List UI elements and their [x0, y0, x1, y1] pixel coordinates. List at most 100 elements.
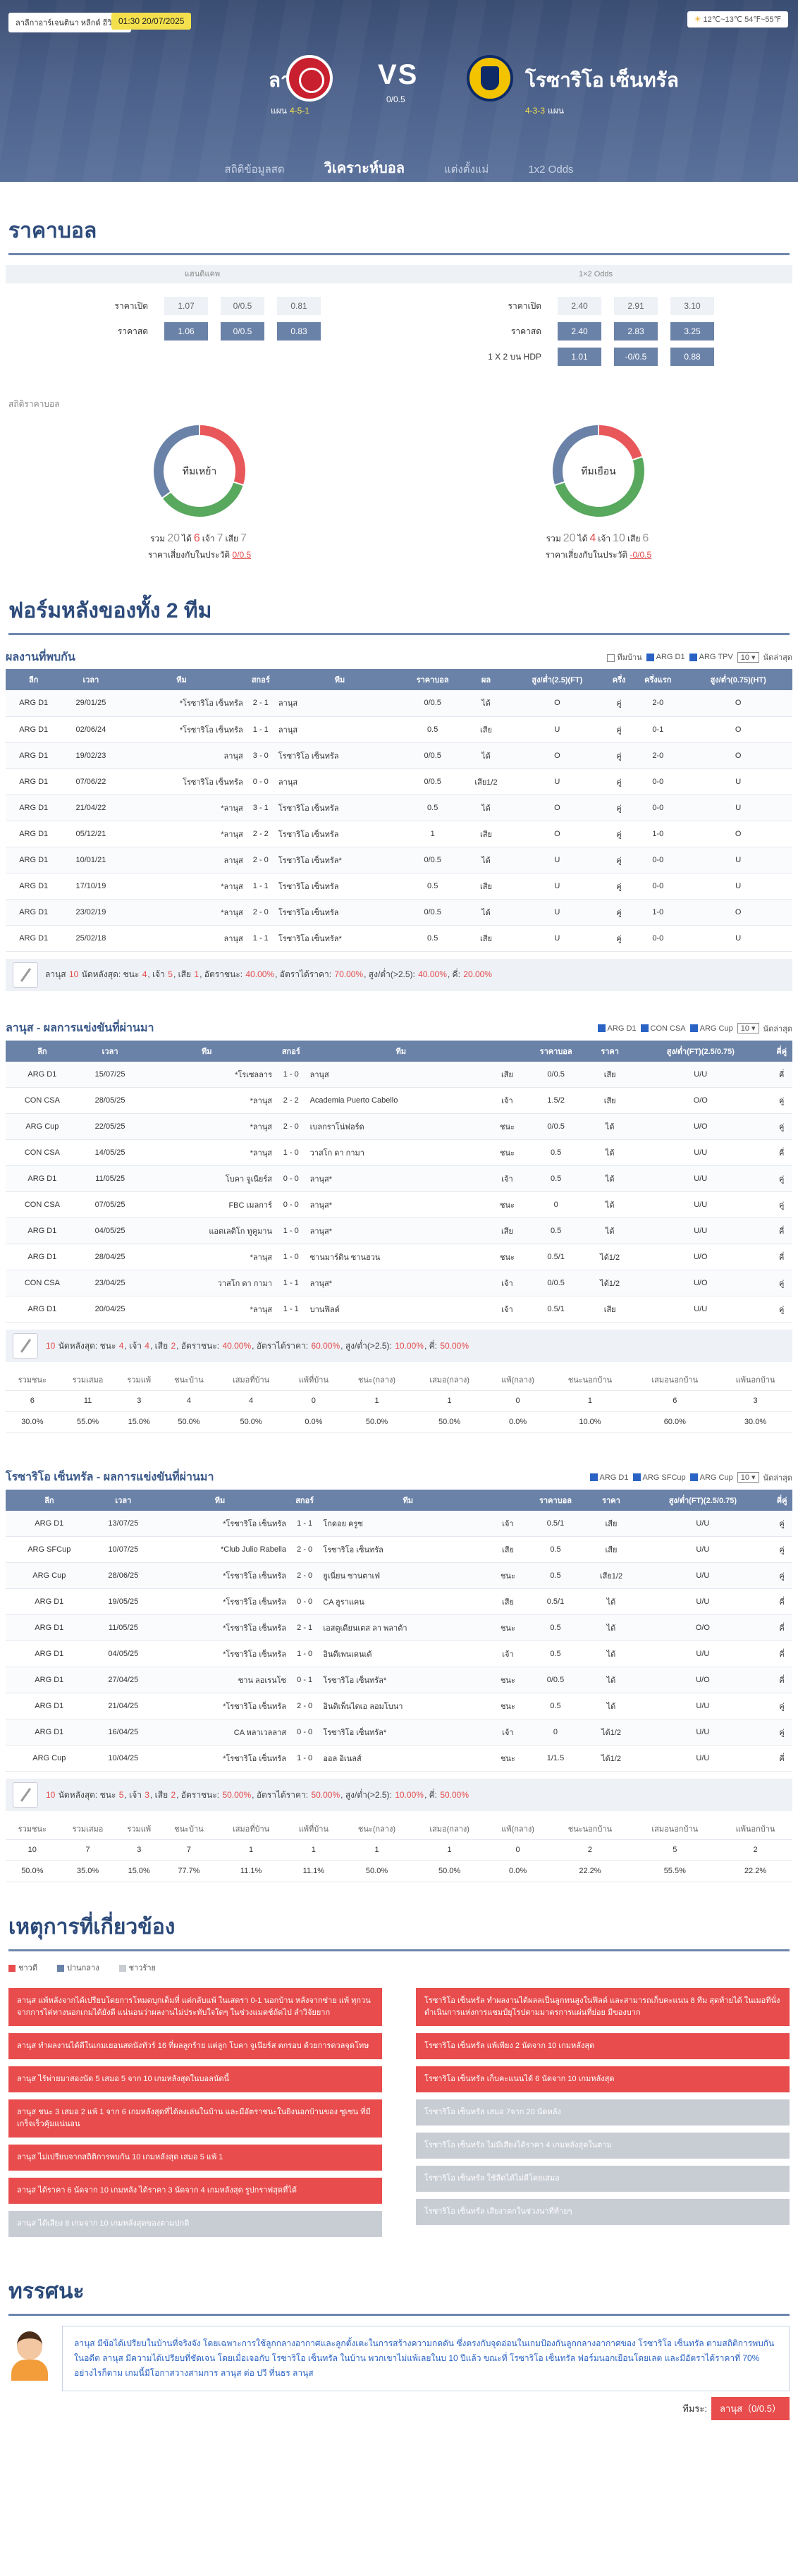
away-team-cell[interactable]: ยูเนี่ยน ซานตาเฟ่	[323, 1562, 493, 1589]
odds-value[interactable]: 1.06	[164, 322, 208, 341]
away-team-cell[interactable]: โรซาริโอ เซ็นทรัล	[323, 1536, 493, 1563]
home-team-cell[interactable]: *โรซาริโอ เซ็นทรัล	[154, 1693, 286, 1719]
home-team-cell[interactable]: CA หลาเวลลาส	[154, 1719, 286, 1746]
away-team-cell[interactable]: ลานุส	[278, 768, 402, 795]
match-count-select[interactable]: 10 ▾	[737, 651, 759, 663]
checkbox-icon[interactable]	[607, 654, 615, 662]
away-team-cell[interactable]: โรซาริโอ เซ็นทรัล*	[278, 847, 402, 873]
donut-note-link[interactable]: -0/0.5	[630, 550, 652, 560]
away-team-cell[interactable]: ซานมาร์ติน ซานฮวน	[309, 1244, 492, 1270]
score-cell[interactable]: 1 - 1	[272, 1270, 310, 1296]
checkbox-icon[interactable]	[689, 1024, 698, 1033]
away-team-cell[interactable]: โรซาริโอ เซ็นทรัล*	[323, 1719, 493, 1746]
filter-checkbox[interactable]: ARG TPV	[689, 653, 733, 661]
score-cell[interactable]: 1 - 1	[286, 1510, 324, 1537]
home-team-cell[interactable]: *ลานุส	[120, 899, 243, 926]
score-cell[interactable]: 1 - 1	[243, 873, 278, 900]
odds-value[interactable]: 2.40	[558, 297, 601, 315]
home-team-cell[interactable]: *ลานุส	[141, 1244, 272, 1270]
score-cell[interactable]: 0 - 1	[286, 1667, 324, 1693]
score-cell[interactable]: 1 - 0	[272, 1061, 310, 1088]
home-team-cell[interactable]: ลานุส	[120, 847, 243, 873]
score-cell[interactable]: 2 - 0	[286, 1562, 324, 1589]
score-cell[interactable]: 3 - 0	[243, 742, 278, 769]
home-team-cell[interactable]: *ลานุส	[141, 1296, 272, 1323]
filter-checkbox[interactable]: CON CSA	[640, 1024, 686, 1033]
away-team-cell[interactable]: อินดีเพนเดนเต้	[323, 1640, 493, 1667]
score-cell[interactable]: 2 - 0	[272, 1113, 310, 1140]
donut-note-link[interactable]: 0/0.5	[232, 550, 252, 560]
score-cell[interactable]: 0 - 0	[272, 1191, 310, 1218]
away-team-cell[interactable]: โกดอย ครูซ	[323, 1510, 493, 1537]
home-team-cell[interactable]: *โรซาริโอ เซ็นทรัล	[120, 690, 243, 717]
home-team-cell[interactable]: *โรซาริโอ เซ็นทรัล	[154, 1510, 286, 1537]
away-team-cell[interactable]: โรซาริโอ เซ็นทรัล*	[278, 925, 402, 952]
checkbox-icon[interactable]	[689, 1473, 698, 1482]
odds-value[interactable]: 3.25	[670, 322, 714, 341]
checkbox-icon[interactable]	[689, 653, 697, 661]
away-team-cell[interactable]: Academia Puerto Cabello	[309, 1087, 492, 1114]
tab-2[interactable]: แต่งตั้งแม่	[443, 164, 489, 176]
filter-checkbox[interactable]: ARG D1	[597, 1024, 637, 1033]
checkbox-icon[interactable]	[597, 1024, 606, 1033]
home-team-cell[interactable]: โบคา จูเนียร์ส	[141, 1165, 272, 1192]
home-team-cell[interactable]: FBC เมลการ์	[141, 1191, 272, 1218]
away-team-cell[interactable]: ลานุส	[309, 1061, 492, 1088]
away-team-cell[interactable]: ลานุส*	[309, 1191, 492, 1218]
tab-3[interactable]: 1x2 Odds	[528, 164, 574, 176]
score-cell[interactable]: 2 - 1	[286, 1614, 324, 1641]
score-cell[interactable]: 2 - 1	[243, 690, 278, 717]
away-team-cell[interactable]: วาสโก ดา กามา	[309, 1139, 492, 1166]
home-team-cell[interactable]: *ลานุส	[141, 1087, 272, 1114]
home-team-cell[interactable]: *ลานุส	[120, 795, 243, 821]
home-team-cell[interactable]: *โรซาริโอ เซ็นทรัล	[154, 1745, 286, 1772]
home-team-cell[interactable]: *โรซาริโอ เซ็นทรัล	[154, 1640, 286, 1667]
odds-value[interactable]: 1.07	[164, 297, 208, 315]
score-cell[interactable]: 1 - 1	[272, 1296, 310, 1323]
odds-value[interactable]: 0.81	[277, 297, 321, 315]
away-team-cell[interactable]: โรซาริโอ เซ็นทรัล	[278, 795, 402, 821]
league-badge[interactable]: ลาลีกาอาร์เจนตินา หลีกด์ อีวิเจ็น	[8, 13, 132, 32]
home-team-cell[interactable]: ลานุส	[120, 925, 243, 952]
score-cell[interactable]: 0 - 0	[286, 1719, 324, 1746]
tab-1[interactable]: วิเคราะห์บอล	[324, 157, 405, 182]
away-team-cell[interactable]: โรซาริโอ เซ็นทรัล	[278, 873, 402, 900]
score-cell[interactable]: 0 - 0	[243, 768, 278, 795]
home-team-cell[interactable]: *โรซาริโอ เซ็นทรัล	[154, 1588, 286, 1615]
score-cell[interactable]: 2 - 0	[286, 1536, 324, 1563]
home-team-cell[interactable]: *ลานุส	[120, 873, 243, 900]
odds-value[interactable]: 2.40	[558, 322, 601, 341]
score-cell[interactable]: 2 - 0	[286, 1693, 324, 1719]
odds-value[interactable]: 2.91	[614, 297, 658, 315]
filter-checkbox[interactable]: ARG D1	[589, 1473, 629, 1482]
score-cell[interactable]: 0 - 0	[286, 1588, 324, 1615]
away-team-cell[interactable]: โรซาริโอ เซ็นทรัล	[278, 821, 402, 847]
filter-checkbox[interactable]: ทีมบ้าน	[607, 651, 642, 663]
away-team-cell[interactable]: โรซาริโอ เซ็นทรัล*	[323, 1667, 493, 1693]
home-team-cell[interactable]: *โรซาริโอ เซ็นทรัล	[154, 1562, 286, 1589]
away-team-cell[interactable]: บานฟิลด์	[309, 1296, 492, 1323]
odds-value[interactable]: -0/0.5	[614, 348, 658, 366]
score-cell[interactable]: 1 - 1	[243, 925, 278, 952]
filter-checkbox[interactable]: ARG Cup	[689, 1473, 733, 1482]
home-team-cell[interactable]: วาสโก ดา กามา	[141, 1270, 272, 1296]
odds-value[interactable]: 0/0.5	[221, 322, 264, 341]
home-team-cell[interactable]: *ลานุส	[141, 1113, 272, 1140]
filter-checkbox[interactable]: ARG D1	[646, 653, 685, 661]
match-count-select[interactable]: 10 ▾	[737, 1472, 759, 1483]
away-team-cell[interactable]: ออล อิเนลส์	[323, 1745, 493, 1772]
checkbox-icon[interactable]	[646, 653, 654, 661]
score-cell[interactable]: 1 - 0	[286, 1745, 324, 1772]
home-team-cell[interactable]: *ลานุส	[120, 821, 243, 847]
away-team-cell[interactable]: ลานุส*	[309, 1218, 492, 1244]
home-team-cell[interactable]: โรซาริโอ เซ็นทรัล	[120, 768, 243, 795]
home-team-cell[interactable]: *ลานุส	[141, 1139, 272, 1166]
away-team-cell[interactable]: ลานุส*	[309, 1270, 492, 1296]
score-cell[interactable]: 2 - 0	[243, 899, 278, 926]
away-team-cell[interactable]: เบลกราโน่ฟอร์ด	[309, 1113, 492, 1140]
away-team-cell[interactable]: CA ฮูราแคน	[323, 1588, 493, 1615]
score-cell[interactable]: 3 - 1	[243, 795, 278, 821]
pick-button[interactable]: ลานุส（0/0.5）	[711, 2396, 790, 2420]
odds-value[interactable]: 2.83	[614, 322, 658, 341]
match-count-select[interactable]: 10 ▾	[737, 1023, 759, 1034]
